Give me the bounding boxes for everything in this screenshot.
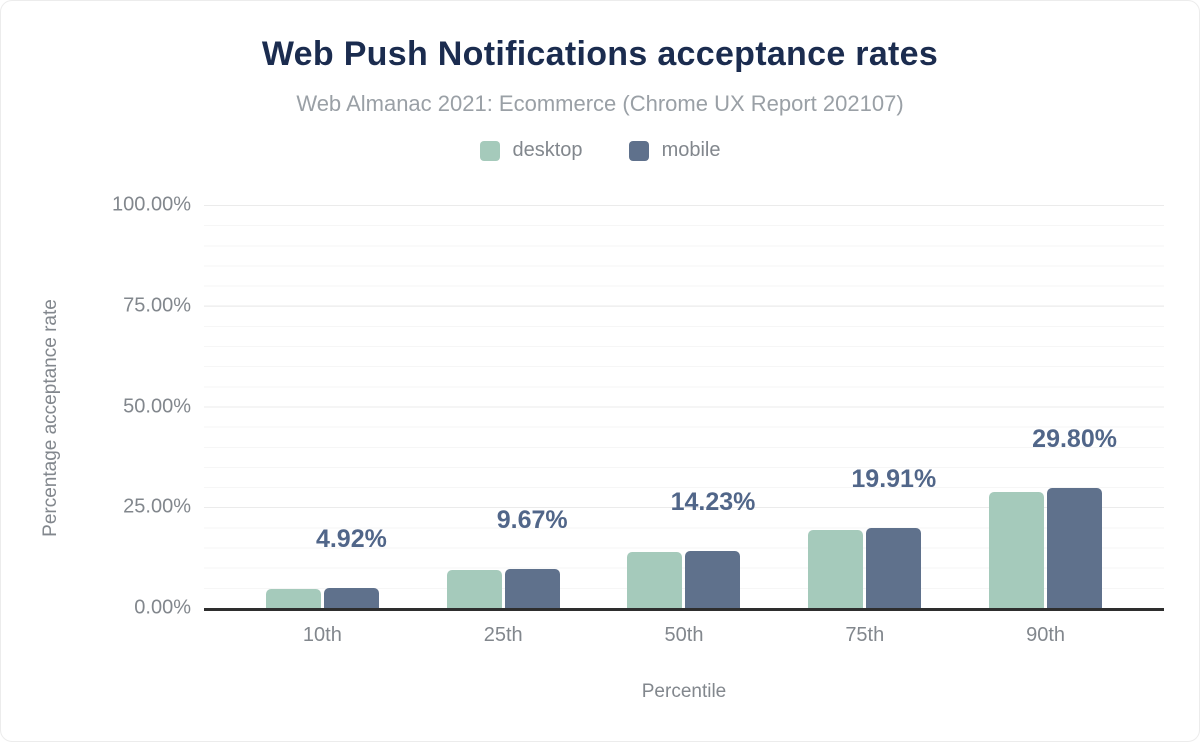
y-tick-label: 25.00% [123,495,191,518]
data-label: 4.92% [315,525,387,554]
y-tick-label: 75.00% [123,294,191,317]
plot-area: 4.92% 10th 9.67% 25th 14.23% 50th 19.91% 75th 29… [204,205,1164,646]
legend-swatch-mobile [628,140,649,161]
y-tick-label: 50.00% [123,395,191,417]
data-label: 14.23% [670,487,756,516]
legend: desktop mobile [1,139,1199,162]
mobile-bar [323,588,379,608]
data-label: 19.91% [851,464,937,493]
legend-label: mobile [661,139,721,161]
chart-subtitle: Web Almanac 2021: Ecommerce (Chrome UX R… [296,91,904,116]
bar-group-90th: 29.80% 90th [955,205,1136,646]
x-tick-label: 75th [845,624,885,646]
legend-item-desktop: desktop [479,139,583,162]
chart-title: Web Push Notifications acceptance rates [261,35,939,73]
legend-label: desktop [512,139,583,161]
bar-group-75th: 19.91% 75th [774,205,955,646]
x-tick-label: 25th [483,624,523,646]
x-tick-label: 50th [664,624,704,646]
bar-group-10th: 4.92% 10th [232,205,413,646]
mobile-bar [504,569,560,608]
mobile-bar [1047,487,1103,608]
y-axis-ticks: 0.00% 25.00% 50.00% 75.00% 100.00% [1,194,191,619]
y-tick-label: 0.00% [134,596,191,619]
desktop-bar [446,570,502,608]
data-label: 9.67% [496,506,568,535]
mobile-bar [685,550,741,608]
legend-swatch-desktop [479,140,500,161]
x-tick-label: 10th [302,624,342,646]
bar-group-50th: 14.23% 50th [594,205,775,646]
desktop-bar [265,589,321,608]
y-tick-label: 100.00% [112,193,191,216]
desktop-bar [627,551,683,608]
bar-groups: 4.92% 10th 9.67% 25th 14.23% 50th 19.91% 75th 29… [204,205,1164,646]
x-axis-title: Percentile [641,681,727,702]
mobile-bar [866,527,922,608]
desktop-bar [808,530,864,608]
data-label: 29.80% [1032,424,1117,453]
legend-item-mobile: mobile [628,139,721,162]
x-tick-label: 90th [1026,624,1066,646]
desktop-bar [989,491,1045,608]
bar-group-25th: 9.67% 25th [413,205,594,646]
